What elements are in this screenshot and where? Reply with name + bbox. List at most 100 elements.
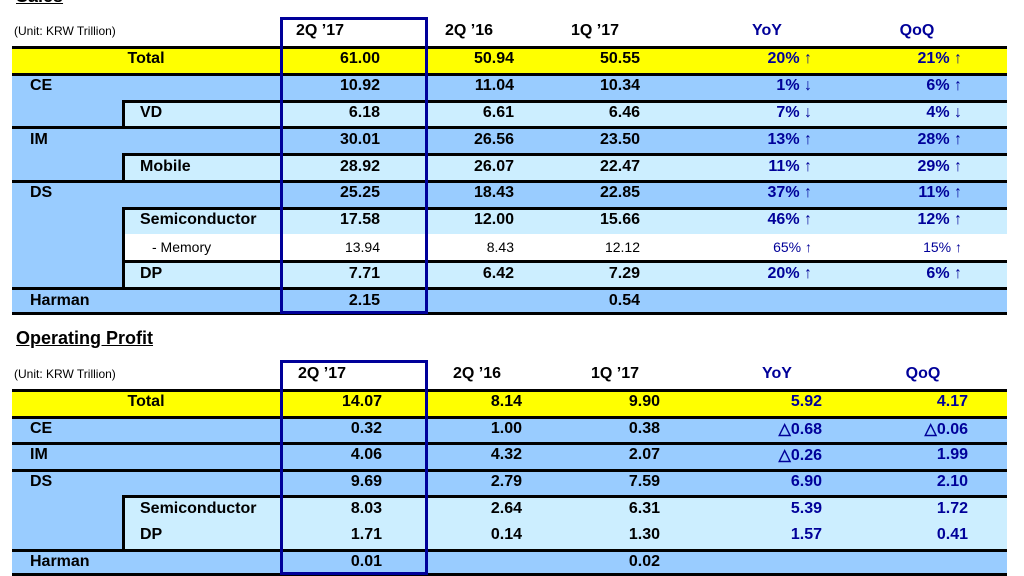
table-row-mobile: Mobile 28.92 26.07 22.47 11% ↑ 29% ↑ xyxy=(12,153,1007,180)
cell-2q16: 50.94 xyxy=(473,50,514,68)
cell-qoq: 28% ↑ xyxy=(917,130,962,148)
row-label: Semiconductor xyxy=(140,211,257,229)
row-background xyxy=(12,206,122,234)
cell-2q17: 28.92 xyxy=(339,157,380,175)
column-header-qoq: QoQ xyxy=(899,22,935,39)
cell-2q17: 4.06 xyxy=(350,446,382,464)
row-label: DS xyxy=(30,473,53,491)
divider xyxy=(12,287,1007,291)
divider xyxy=(12,389,1007,392)
cell-2q16: 0.14 xyxy=(490,526,522,544)
cell-2q16: 6.61 xyxy=(482,103,514,121)
cell-qoq: 12% ↑ xyxy=(917,211,962,229)
row-background xyxy=(12,415,1007,443)
cell-2q17: 10.92 xyxy=(339,77,380,95)
unit-label: (Unit: KRW Trillion) xyxy=(14,24,116,38)
cell-2q17: 7.71 xyxy=(348,264,380,282)
cell-qoq: 1.99 xyxy=(936,446,968,464)
row-background xyxy=(122,495,1007,522)
cell-1q17: 0.54 xyxy=(608,291,640,309)
cell-1q17: 15.66 xyxy=(599,211,640,229)
cell-2q17: 9.69 xyxy=(350,473,382,491)
divider xyxy=(122,206,1007,210)
divider xyxy=(12,442,1007,446)
table-row-im: IM 30.01 26.56 23.50 13% ↑ 28% ↑ xyxy=(12,126,1007,154)
table-row-dp: DP 1.71 0.14 1.30 1.57 0.41 xyxy=(12,522,1007,549)
divider xyxy=(122,233,125,261)
cell-yoy: 20% ↑ xyxy=(767,50,812,68)
cell-2q17: 0.32 xyxy=(350,419,382,437)
divider xyxy=(122,260,1007,264)
row-label: IM xyxy=(30,130,48,148)
row-background xyxy=(12,99,122,127)
cell-qoq: 2.10 xyxy=(936,473,968,491)
cell-qoq: 4% ↓ xyxy=(926,103,962,121)
row-label: CE xyxy=(30,77,53,95)
divider xyxy=(122,260,125,288)
table-row-vd: VD 6.18 6.61 6.46 7% ↓ 4% ↓ xyxy=(12,99,1007,127)
cell-2q16: 26.56 xyxy=(473,130,514,148)
cell-1q17: 0.38 xyxy=(628,419,660,437)
cell-2q16: 6.42 xyxy=(482,264,514,282)
cell-1q17: 2.07 xyxy=(628,446,660,464)
row-background xyxy=(122,153,1007,180)
cell-yoy: 1% ↓ xyxy=(776,77,812,95)
cell-1q17: 10.34 xyxy=(599,77,640,95)
cell-qoq: 1.72 xyxy=(936,499,968,517)
cell-yoy: △0.26 xyxy=(778,447,822,465)
column-header-1q17: 1Q ’17 xyxy=(590,365,640,382)
table-row-ds: DS 9.69 2.79 7.59 6.90 2.10 xyxy=(12,468,1007,496)
row-background xyxy=(122,522,1007,549)
row-label: CE xyxy=(30,419,53,437)
cell-1q17: 22.47 xyxy=(599,157,640,175)
cell-2q16: 8.43 xyxy=(486,238,514,255)
table-row-ce: CE 0.32 1.00 0.38 △0.68 △0.06 xyxy=(12,415,1007,443)
divider xyxy=(12,126,1007,130)
cell-2q17: 17.58 xyxy=(339,211,380,229)
cell-yoy: 5.92 xyxy=(790,393,822,411)
cell-2q16: 18.43 xyxy=(473,184,514,202)
row-background xyxy=(12,126,1007,154)
row-label: Harman xyxy=(30,291,90,309)
sales-title: Sales xyxy=(16,0,63,7)
cell-qoq: 29% ↑ xyxy=(917,157,962,175)
cell-2q17: 14.07 xyxy=(341,393,382,411)
table-row-ds: DS 25.25 18.43 22.85 37% ↑ 11% ↑ xyxy=(12,180,1007,207)
cell-2q16: 12.00 xyxy=(473,211,514,229)
operating-profit-title: Operating Profit xyxy=(16,328,154,348)
row-background xyxy=(12,495,122,522)
row-background xyxy=(122,233,1007,261)
row-background xyxy=(12,153,122,180)
table-row-harman: Harman 0.01 0.02 xyxy=(12,548,1007,576)
cell-2q17: 0.01 xyxy=(350,552,382,570)
table-row-ce: CE 10.92 11.04 10.34 1% ↓ 6% ↑ xyxy=(12,72,1007,100)
cell-yoy: 6.90 xyxy=(790,473,822,491)
table-row-semiconductor: Semiconductor 8.03 2.64 6.31 5.39 1.72 xyxy=(12,495,1007,522)
divider xyxy=(122,522,125,549)
column-header-2q16: 2Q ’16 xyxy=(444,22,494,39)
cell-2q17: 30.01 xyxy=(339,130,380,148)
row-label: DP xyxy=(140,264,163,282)
table-row-im: IM 4.06 4.32 2.07 △0.26 1.99 xyxy=(12,442,1007,469)
cell-yoy: 20% ↑ xyxy=(767,264,812,282)
cell-qoq: 6% ↑ xyxy=(926,264,962,282)
row-background xyxy=(122,99,1007,127)
cell-qoq: 4.17 xyxy=(936,393,968,411)
row-background xyxy=(12,389,1007,416)
column-header-yoy: YoY xyxy=(762,365,792,382)
cell-qoq: 21% ↑ xyxy=(917,50,962,68)
divider xyxy=(122,206,125,234)
row-label: Total xyxy=(127,393,165,411)
cell-2q16: 2.64 xyxy=(490,499,522,517)
cell-qoq: △0.06 xyxy=(924,420,968,438)
cell-yoy: 5.39 xyxy=(790,499,822,517)
column-header-2q17: 2Q ’17 xyxy=(297,365,347,382)
cell-yoy: 7% ↓ xyxy=(776,103,812,121)
cell-2q17: 61.00 xyxy=(339,50,380,68)
table-row-total: Total 61.00 50.94 50.55 20% ↑ 21% ↑ xyxy=(12,46,1007,73)
row-background xyxy=(122,206,1007,234)
row-background xyxy=(12,180,1007,207)
cell-1q17: 22.85 xyxy=(599,184,640,202)
cell-qoq: 0.41 xyxy=(936,526,968,544)
cell-yoy: 46% ↑ xyxy=(767,211,812,229)
